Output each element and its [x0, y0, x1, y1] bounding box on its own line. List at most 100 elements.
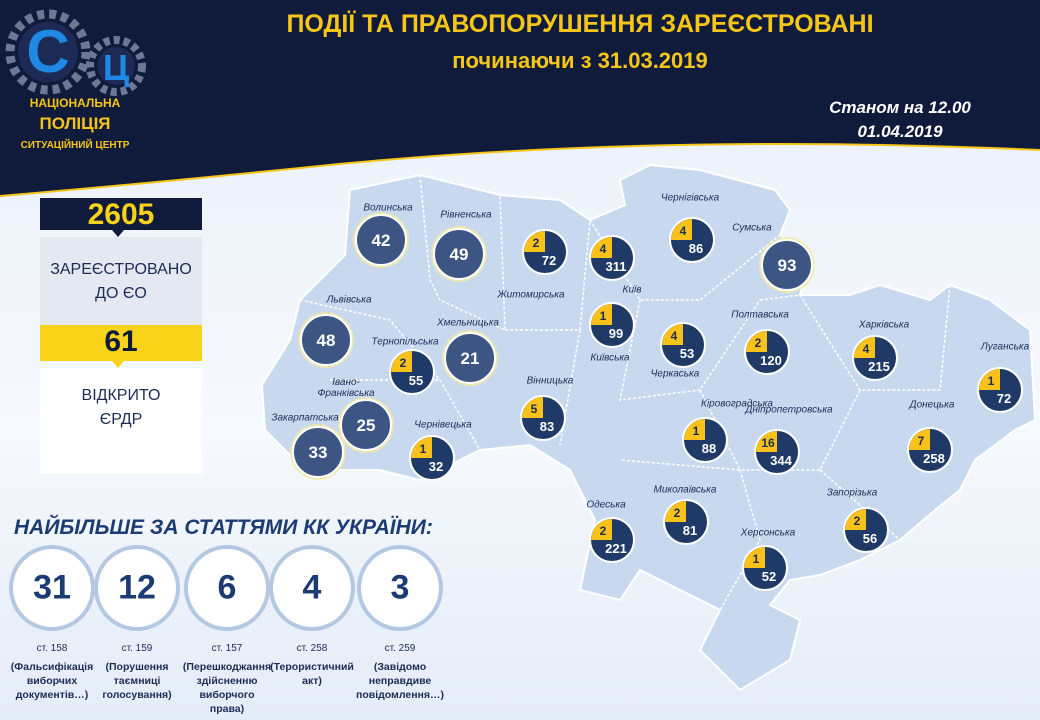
marker-wedge [662, 324, 683, 345]
region-label: Хмельницька [437, 317, 499, 329]
region-label: Тернопільська [371, 336, 439, 348]
map-outline [260, 163, 1037, 692]
region-label: Черкаська [650, 368, 700, 380]
marker-wedge [591, 519, 612, 540]
logo-gear [5, 9, 91, 95]
article-ring [269, 545, 355, 631]
marker-erdr: 2 [674, 506, 681, 520]
region-label: Київ [622, 284, 642, 296]
article-count: 12 [118, 568, 156, 607]
article-count: 4 [302, 568, 322, 607]
marker-total: 72 [997, 391, 1011, 406]
region-label: Чернівецька [414, 419, 472, 431]
region-label: Дніпропетровська [745, 404, 833, 416]
region-label: Чернігівська [660, 192, 720, 204]
marker-total: 99 [609, 326, 623, 341]
marker-total: 93 [778, 256, 797, 275]
marker-erdr: 1 [753, 552, 760, 566]
region-label: Рівненська [440, 209, 492, 221]
marker-erdr: 7 [918, 434, 925, 448]
article-description: (Завідомо неправдиве повідомлення…) [355, 661, 444, 701]
marker-wedge [524, 231, 545, 252]
region-label: Полтавська [731, 309, 789, 321]
subtitle: починаючи з 31.03.2019 [452, 48, 708, 73]
stat-header [40, 198, 202, 230]
marker-wedge [979, 369, 1000, 390]
region-label: Київська [590, 352, 630, 364]
marker-total: 81 [683, 523, 697, 538]
marker-erdr: 5 [531, 402, 538, 416]
marker-total: 25 [357, 416, 376, 435]
logo-text: СИТУАЦІЙНИЙ ЦЕНТР [20, 140, 130, 151]
marker-total: 21 [461, 349, 480, 368]
marker-erdr: 4 [680, 224, 687, 238]
marker-wedge [391, 351, 412, 372]
logo-gear-core [18, 22, 78, 82]
marker-wedge [909, 429, 930, 450]
region-label: Одеська [586, 499, 626, 511]
article-code: ст. 158 [36, 643, 68, 654]
logo-letter: Ц [103, 47, 130, 88]
region-label: Кіровоградська [701, 398, 773, 410]
marker-total: 49 [450, 245, 469, 264]
marker-wedge [684, 419, 705, 440]
stat-body [40, 368, 202, 474]
logo-letter: С [26, 18, 69, 85]
article-description: (Фальсифікація виборчих документів…) [10, 661, 94, 701]
pointer [112, 230, 124, 237]
marker-total: 83 [540, 419, 554, 434]
region-label: Львівська [326, 294, 372, 306]
marker-total: 52 [762, 569, 776, 584]
title: ПОДІЇ ТА ПРАВОПОРУШЕННЯ ЗАРЕЄСТРОВАНІ [286, 10, 874, 38]
section-title: НАЙБІЛЬШЕ ЗА СТАТТЯМИ КК УКРАЇНИ: [14, 516, 433, 539]
article-code: ст. 258 [296, 643, 328, 654]
marker-erdr: 4 [671, 329, 678, 343]
marker [761, 239, 813, 291]
region-label: Івано-Франківська [317, 377, 375, 399]
marker-erdr: 1 [600, 309, 607, 323]
marker-erdr: 1 [988, 374, 995, 388]
marker-total: 53 [680, 346, 694, 361]
region-label: Вінницька [526, 375, 574, 387]
article-code: ст. 259 [384, 643, 416, 654]
marker-wedge [671, 219, 692, 240]
article-code: ст. 159 [121, 643, 153, 654]
marker [300, 314, 352, 366]
region-label: Запорізька [826, 487, 878, 499]
logo-text: НАЦІОНАЛЬНА [29, 96, 121, 110]
marker-total: 48 [317, 331, 336, 350]
article-description: (Порушення таємниці голосування) [102, 661, 172, 701]
article-description: (Терористичний акт) [270, 661, 354, 687]
stat-body [40, 237, 202, 325]
marker-wedge [522, 397, 543, 418]
marker-wedge [744, 547, 765, 568]
article-count: 3 [390, 568, 410, 607]
stat-value: 61 [104, 325, 138, 358]
marker-erdr: 16 [761, 436, 775, 450]
stat-value: 2605 [87, 198, 155, 231]
marker [433, 228, 485, 280]
stat-label: ВІДКРИТО [81, 387, 161, 404]
marker [340, 399, 392, 451]
article-count: 6 [217, 568, 237, 607]
region-label: Харківська [858, 319, 910, 331]
marker-total: 86 [689, 241, 703, 256]
marker-total: 221 [605, 541, 627, 556]
stat-label: ДО ЄО [95, 285, 147, 302]
marker-total: 33 [309, 443, 328, 462]
region-label: Сумська [732, 222, 772, 234]
marker-total: 120 [760, 353, 782, 368]
region-label: Миколаївська [653, 484, 717, 496]
region-borders [299, 174, 951, 611]
marker-total: 258 [923, 451, 945, 466]
logo-gear-core [97, 47, 135, 85]
marker-wedge [746, 331, 767, 352]
header-line [0, 143, 1040, 197]
marker [444, 332, 496, 384]
marker-wedge [845, 509, 866, 530]
marker-wedge [591, 237, 612, 258]
marker-erdr: 1 [420, 442, 427, 456]
